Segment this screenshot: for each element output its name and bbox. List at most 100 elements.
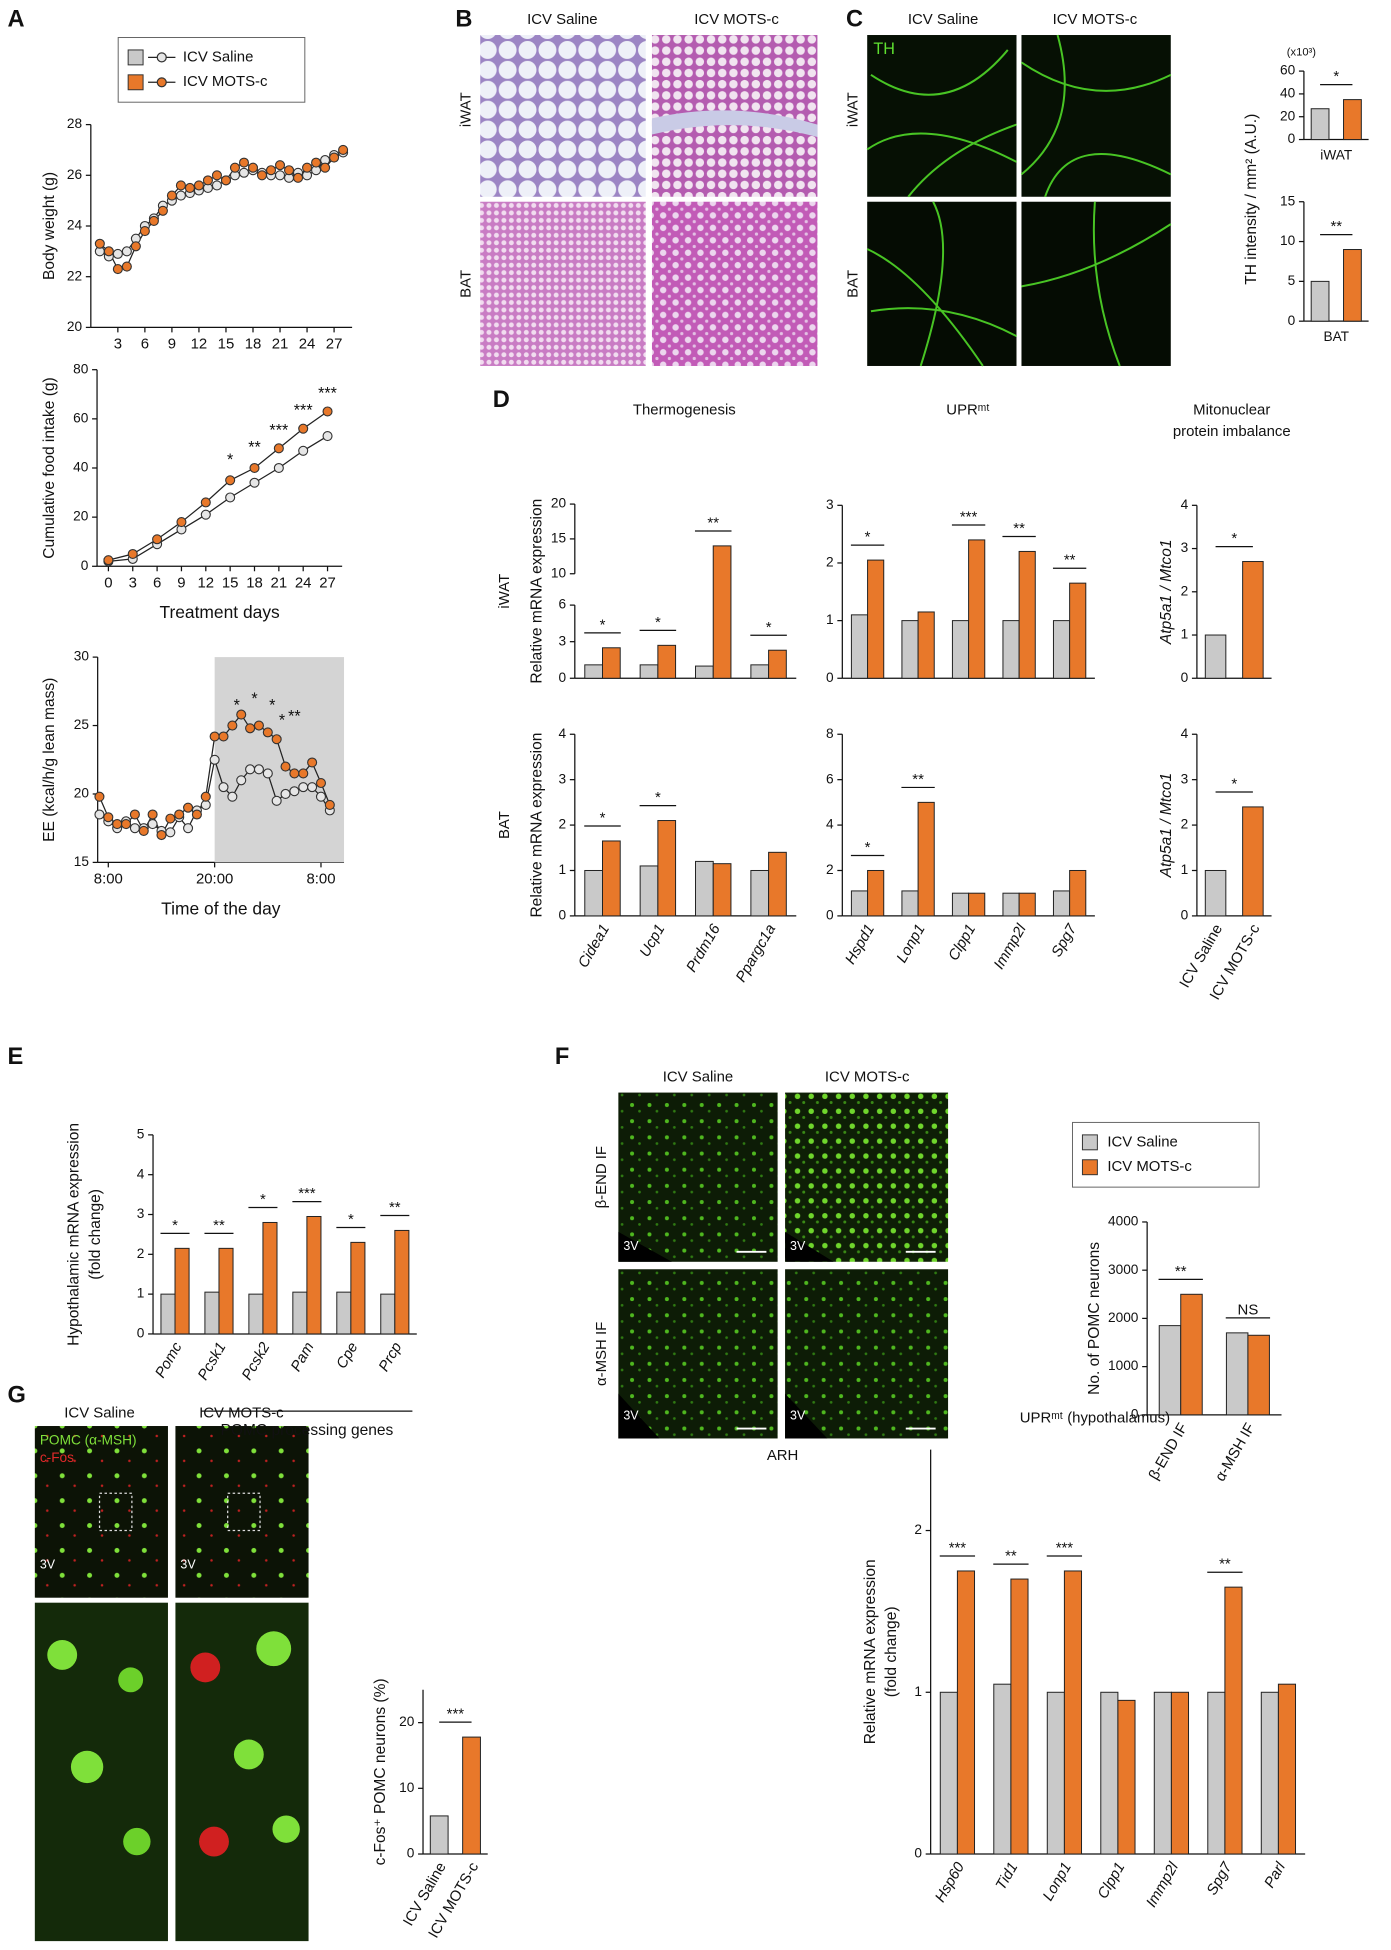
data-point — [103, 812, 114, 823]
legend-marker — [156, 52, 167, 63]
x-tick-label: 24 — [295, 575, 312, 592]
micrograph — [785, 1269, 949, 1439]
y-tick-label: 3 — [1181, 771, 1189, 786]
data-point — [166, 190, 177, 201]
y-tick-label: 1 — [1181, 627, 1189, 642]
data-point — [139, 226, 150, 237]
panel-label: G — [7, 1382, 25, 1408]
bar — [917, 611, 935, 679]
zoom-box — [98, 1492, 133, 1532]
x-tick-label: Ucp1 — [636, 921, 668, 960]
significance: *** — [1056, 1540, 1074, 1557]
x-axis-label: iWAT — [1320, 147, 1353, 162]
micrograph — [651, 201, 818, 366]
x-tick-label: Spg7 — [1203, 1859, 1235, 1898]
bar — [1018, 892, 1036, 917]
significance: *** — [949, 1540, 967, 1557]
x-tick-label: Spg7 — [1048, 921, 1080, 960]
y-tick-label: 4 — [826, 817, 834, 832]
x-tick-label: 15 — [222, 575, 239, 592]
significance: * — [234, 697, 241, 715]
legend-box — [117, 37, 306, 103]
bar — [1002, 620, 1020, 679]
legend-swatch — [127, 74, 144, 91]
bar — [867, 559, 885, 679]
column-title: Mitonuclear — [1193, 402, 1270, 419]
y-tick-label: 0 — [1288, 313, 1296, 328]
x-tick-label: Immp2l — [991, 921, 1031, 972]
y-axis-label: No. of POMC neurons — [1086, 1242, 1103, 1395]
y-tick-label: 0 — [1181, 670, 1189, 685]
y-tick-label: 3 — [1181, 540, 1189, 555]
data-point — [283, 165, 295, 176]
data-point — [227, 720, 238, 731]
x-tick-label: Cpe — [333, 1339, 361, 1371]
y-axis-label: (fold change) — [87, 1189, 104, 1280]
data-point — [200, 791, 211, 802]
x-tick-label: Immp2l — [1143, 1859, 1183, 1910]
y-tick-label: 15 — [1280, 193, 1296, 208]
data-point — [129, 823, 140, 834]
data-point — [103, 555, 114, 566]
data-point — [236, 775, 247, 786]
data-point — [103, 246, 114, 257]
group-label: POMC processing genes — [220, 1422, 393, 1439]
bar — [850, 614, 869, 679]
data-point — [298, 768, 309, 779]
x-tick-label: Lonp1 — [1040, 1859, 1075, 1903]
y-tick-label: 0 — [558, 908, 566, 923]
bar — [750, 664, 770, 679]
significance: *** — [318, 385, 338, 403]
bar — [174, 1247, 190, 1335]
y-tick-label: 1 — [826, 612, 834, 627]
data-point — [175, 180, 186, 191]
bar — [968, 539, 986, 679]
x-axis-label: BAT — [1323, 329, 1349, 344]
micrograph — [1021, 201, 1171, 366]
data-point — [120, 819, 132, 830]
bar — [712, 545, 732, 679]
bar — [1343, 249, 1362, 322]
y-tick-label: 0 — [558, 670, 566, 685]
y-tick-label: 2 — [558, 817, 566, 832]
bar — [1204, 869, 1227, 917]
x-tick-label: Cidea1 — [575, 921, 613, 970]
region-label: 3V — [40, 1558, 56, 1572]
significance: ** — [1013, 520, 1025, 537]
data-point — [184, 182, 195, 194]
significance: *** — [447, 1706, 465, 1723]
data-point — [271, 795, 282, 806]
y-tick-label: 20 — [399, 1714, 415, 1729]
bar — [262, 1221, 278, 1335]
y-tick-label: 0 — [826, 908, 834, 923]
bar — [248, 1293, 264, 1335]
data-point — [329, 152, 340, 163]
tissue-band — [651, 110, 818, 138]
y-tick-label: 0 — [1131, 1406, 1139, 1421]
y-tick-label: 26 — [67, 167, 82, 182]
x-tick-label: Lonp1 — [893, 921, 928, 965]
bar — [1277, 1683, 1297, 1855]
y-tick-label: 20 — [67, 319, 83, 334]
column-label: ICV MOTS-c — [1053, 11, 1138, 28]
y-tick-label: 20 — [73, 509, 89, 524]
data-point — [293, 172, 304, 183]
y-tick-label: 2 — [826, 862, 834, 877]
region-label: 3V — [623, 1408, 639, 1422]
bar — [712, 863, 732, 917]
data-point — [218, 731, 229, 742]
y-tick-label: 0 — [1181, 908, 1189, 923]
row-label: iWAT — [844, 92, 861, 127]
bar — [901, 890, 919, 917]
significance: ** — [248, 439, 261, 457]
y-tick-label: 3 — [826, 497, 834, 512]
x-tick-label: 21 — [271, 575, 288, 592]
bar — [695, 665, 714, 679]
y-tick-label: 3000 — [1108, 1262, 1139, 1277]
y-tick-label: 0 — [914, 1846, 922, 1861]
data-point — [211, 170, 222, 181]
x-tick-label: Ppargc1a — [733, 921, 780, 985]
significance: * — [865, 839, 871, 856]
y-axis-label: (fold change) — [883, 1606, 900, 1697]
y-tick-label: 24 — [67, 218, 83, 233]
